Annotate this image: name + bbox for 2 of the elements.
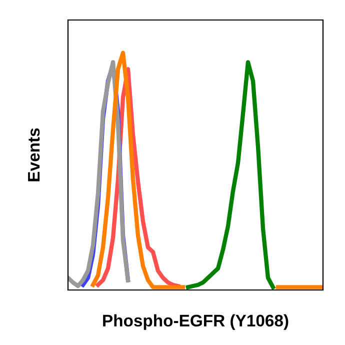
x-axis-title: Phospho-EGFR (Y1068) — [103, 314, 288, 330]
y-axis-title: Events — [28, 128, 40, 182]
